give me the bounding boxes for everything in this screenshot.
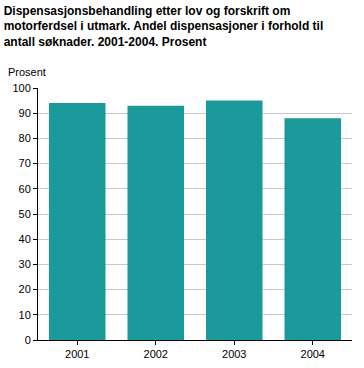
svg-text:Dispensasjonsbehandling etter: Dispensasjonsbehandling etter lov og for… bbox=[4, 4, 324, 49]
svg-text:70: 70 bbox=[19, 157, 31, 169]
svg-text:20: 20 bbox=[19, 283, 31, 295]
svg-text:60: 60 bbox=[19, 183, 31, 195]
svg-text:100: 100 bbox=[12, 82, 30, 94]
svg-text:2004: 2004 bbox=[301, 348, 325, 360]
svg-text:90: 90 bbox=[19, 107, 31, 119]
svg-text:30: 30 bbox=[19, 258, 31, 270]
svg-text:10: 10 bbox=[19, 309, 31, 321]
svg-text:2001: 2001 bbox=[65, 348, 89, 360]
svg-text:Prosent: Prosent bbox=[8, 66, 46, 78]
svg-text:2002: 2002 bbox=[144, 348, 168, 360]
svg-text:0: 0 bbox=[25, 334, 31, 346]
svg-text:2003: 2003 bbox=[222, 348, 246, 360]
svg-text:40: 40 bbox=[19, 233, 31, 245]
svg-text:50: 50 bbox=[19, 208, 31, 220]
svg-text:80: 80 bbox=[19, 132, 31, 144]
